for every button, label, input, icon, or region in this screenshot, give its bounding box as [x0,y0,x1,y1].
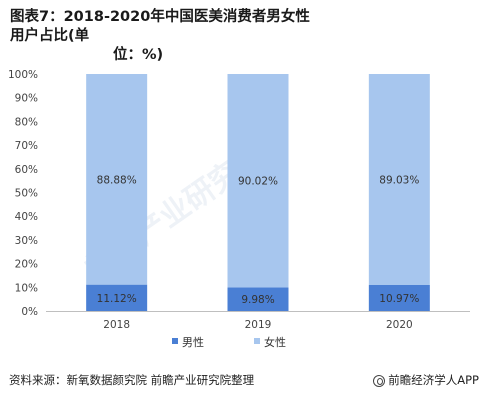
legend-label: 男性 [182,335,204,349]
x-tick-label: 2018 [103,319,130,331]
data-label: 90.02% [238,176,278,188]
y-tick-label: 10% [15,282,38,294]
bar-female [368,74,430,286]
y-tick-label: 40% [15,211,38,223]
chart-legend: 男性 女性 [172,335,286,349]
y-tick-label: 50% [15,188,38,200]
x-tick-label: 2019 [245,319,272,331]
stacked-bar-chart: 前瞻产业研究院 0%10%20%30%40%50%60%70%80%90%100… [8,69,470,349]
legend-swatch [172,338,178,344]
chart-axes: 0% 10% 20% 30% 40% 50% 60% 70% 80% 90% 100% 2018 201… [8,69,470,331]
y-tick-label: 70% [15,140,38,152]
brand-credit: 前瞻经济学人APP [373,372,479,388]
x-tick-label: 2020 [386,319,413,331]
brand-label: 前瞻经济学人APP [388,373,479,387]
bar-female [227,74,289,288]
y-tick-label: 60% [15,164,38,176]
chart-bars [86,74,430,311]
y-tick-label: 30% [15,235,38,247]
bar-male [86,284,148,311]
bar-female [86,74,148,285]
y-tick-label: 20% [15,259,38,271]
y-tick-label: 90% [15,93,38,105]
data-label: 89.03% [379,175,419,187]
bar-male [368,285,430,311]
bar-male [227,287,289,311]
y-tick-label: 100% [8,69,38,81]
data-label: 10.97% [379,293,419,305]
y-tick-label: 0% [21,306,38,318]
chart-title-line2: 位：%) [113,47,164,63]
legend-label: 女性 [264,335,286,349]
chart-data-labels: 11.12% 88.88% 9.98% 90.02% 10.97% 89.03% [97,174,420,306]
data-label: 9.98% [241,294,274,306]
source-note: 资料来源：新氧数据颜究院 前瞻产业研究院整理 [9,373,255,387]
chart-title: 图表7：2018-2020年中国医美消费者男女性用户占比(单 位：%) [10,8,310,65]
legend-swatch [254,338,260,344]
brand-icon [373,375,386,387]
data-label: 11.12% [97,293,137,305]
data-label: 88.88% [97,174,137,186]
chart-title-line1: 图表7：2018-2020年中国医美消费者男女性用户占比(单 [10,9,310,44]
y-tick-label: 80% [15,116,38,128]
